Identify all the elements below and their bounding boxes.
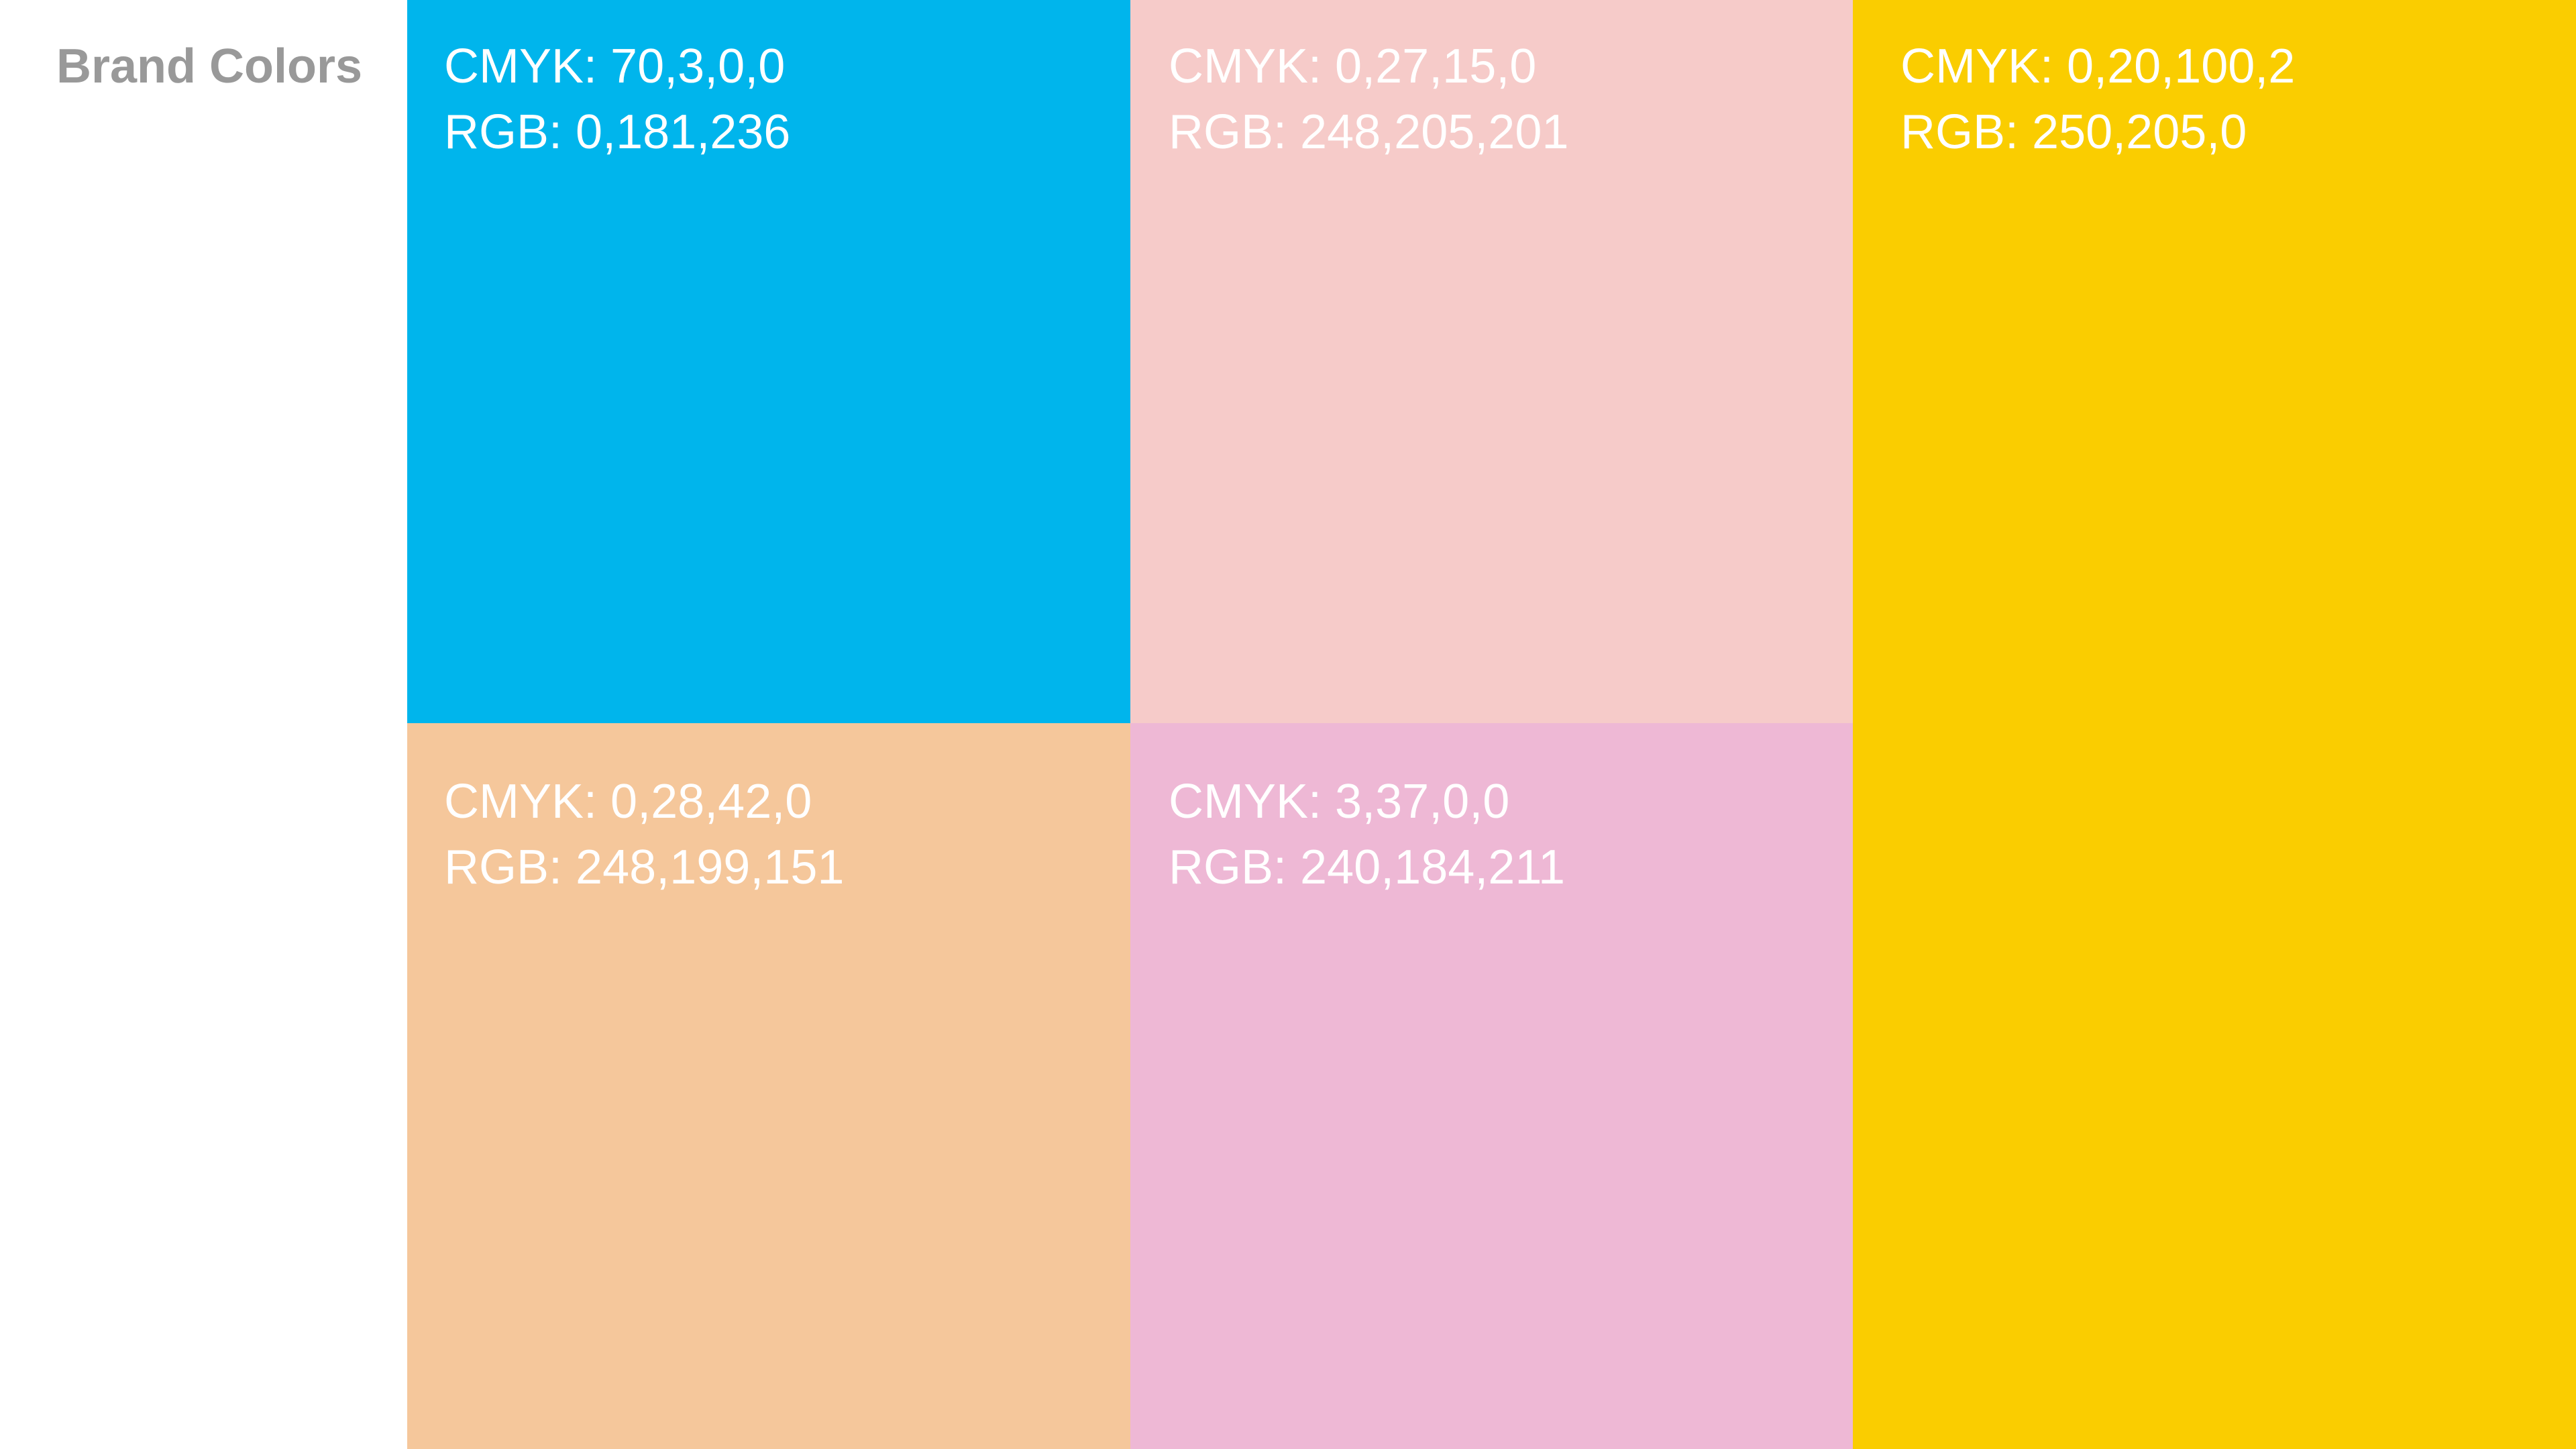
rgb-label: RGB: 240,184,211 (1169, 841, 1566, 894)
color-swatch: CMYK: 0,27,15,0 RGB: 248,205,201 (1130, 0, 1853, 723)
cmyk-label: CMYK: 70,3,0,0 (444, 40, 786, 93)
page-title: Brand Colors (56, 40, 363, 93)
cmyk-label: CMYK: 3,37,0,0 (1169, 775, 1510, 828)
color-swatch: CMYK: 0,28,42,0 RGB: 248,199,151 (407, 723, 1130, 1449)
color-swatch: CMYK: 70,3,0,0 RGB: 0,181,236 (407, 0, 1130, 723)
color-swatch: CMYK: 0,20,100,2 RGB: 250,205,0 (1853, 0, 2576, 1449)
rgb-label: RGB: 0,181,236 (444, 105, 791, 159)
cmyk-label: CMYK: 0,20,100,2 (1900, 40, 2296, 93)
color-swatch: CMYK: 3,37,0,0 RGB: 240,184,211 (1130, 723, 1853, 1449)
cmyk-label: CMYK: 0,28,42,0 (444, 775, 812, 828)
rgb-label: RGB: 248,205,201 (1169, 105, 1569, 159)
rgb-label: RGB: 250,205,0 (1900, 105, 2247, 159)
cmyk-label: CMYK: 0,27,15,0 (1169, 40, 1537, 93)
rgb-label: RGB: 248,199,151 (444, 841, 845, 894)
